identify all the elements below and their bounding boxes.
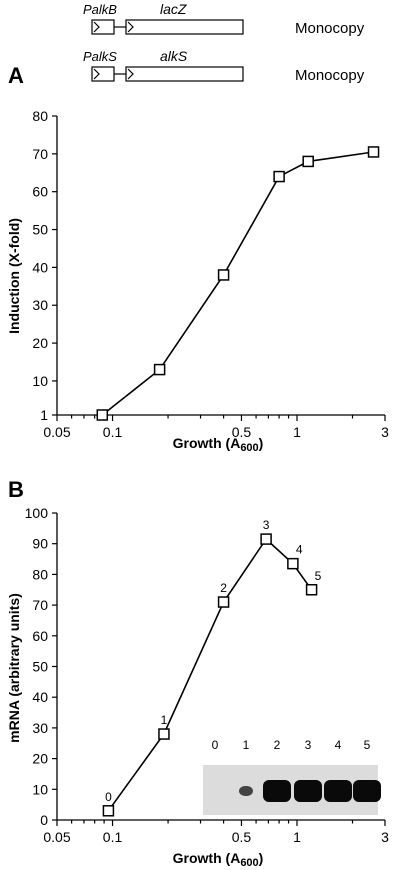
y-tick-label: 20 — [32, 751, 48, 767]
promoter-label-palkb: PalkB — [83, 2, 117, 17]
promoter-label-palks: PalkS — [83, 49, 117, 64]
lane-label: 3 — [305, 738, 312, 752]
lane-label: 0 — [212, 738, 219, 752]
y-tick-label: 60 — [32, 628, 48, 644]
promoter-box — [91, 19, 115, 35]
x-axis-label-close: ) — [259, 435, 264, 451]
y-tick-label: 70 — [32, 146, 48, 162]
panel-a: A Induction (X-fold) Growth (A600) 1 10 20… — [6, 63, 389, 454]
data-point — [217, 596, 230, 608]
x-axis-label: Growth (A600) — [173, 850, 264, 869]
data-point — [305, 584, 318, 596]
y-tick-label: 50 — [32, 659, 48, 675]
data-point — [367, 146, 380, 158]
y-tick-label: 50 — [32, 222, 48, 238]
y-tick-label: 30 — [32, 297, 48, 313]
y-tick-label: 80 — [32, 108, 48, 124]
series-line — [101, 151, 374, 416]
data-point — [102, 805, 115, 817]
construct-palks-alks: PalkS alkS Monocopy — [83, 48, 365, 84]
y-tick-label: 40 — [32, 689, 48, 705]
blot-band — [324, 780, 352, 802]
panel-b: B mRNA (arbitrary units) Growth (A600) 0… — [6, 477, 389, 869]
gene-arrow-icon — [127, 21, 134, 33]
blot-band — [294, 780, 322, 802]
point-label: 0 — [105, 790, 112, 804]
y-tick-label: 40 — [32, 259, 48, 275]
blot-band — [353, 780, 381, 802]
point-label: 2 — [220, 581, 227, 595]
y-tick-label: 0 — [40, 812, 48, 828]
gene-arrow-icon — [127, 68, 134, 80]
data-point — [302, 155, 314, 168]
y-tick-label: 90 — [32, 536, 48, 552]
y-tick-label: 70 — [32, 597, 48, 613]
gene-label-alks: alkS — [160, 48, 188, 64]
blot-band — [263, 780, 291, 802]
x-tick-label: 1 — [293, 829, 301, 845]
y-axis-label: mRNA (arbitrary units) — [6, 593, 22, 743]
lane-label: 5 — [364, 738, 371, 752]
gene-label-lacz: lacZ — [160, 1, 187, 17]
point-label: 3 — [263, 518, 270, 532]
y-axis-label: Induction (X-fold) — [6, 218, 22, 334]
point-label: 5 — [315, 569, 322, 583]
lane-label: 1 — [243, 738, 250, 752]
y-tick-label: 100 — [25, 505, 49, 521]
data-point — [96, 409, 109, 421]
x-axis-label-text: Growth (A — [173, 850, 241, 866]
data-point — [217, 269, 230, 281]
copy-label: Monocopy — [295, 67, 365, 84]
construct-palkb-lacz: PalkB lacZ Monocopy — [83, 1, 365, 37]
x-tick-label: 0.1 — [103, 829, 123, 845]
x-axis-label-subscript: 600 — [240, 857, 258, 869]
x-tick-label: 0.1 — [103, 424, 123, 440]
x-tick-label: 3 — [381, 424, 389, 440]
lane-label: 2 — [274, 738, 281, 752]
promoter-arrow-icon — [93, 21, 100, 33]
x-tick-label: 0.5 — [232, 829, 252, 845]
y-tick-label: 30 — [32, 720, 48, 736]
panel-label-a: A — [8, 63, 24, 88]
point-label: 4 — [296, 543, 303, 557]
data-point — [153, 363, 166, 376]
x-axis-label: Growth (A600) — [173, 435, 264, 454]
y-tick-label: 10 — [32, 373, 48, 389]
point-label: 1 — [161, 713, 168, 727]
data-point — [287, 557, 299, 570]
copy-label: Monocopy — [295, 20, 365, 37]
gene-box — [125, 19, 244, 35]
promoter-arrow-icon — [93, 68, 100, 80]
x-tick-label: 1 — [293, 424, 301, 440]
panel-label-b: B — [8, 477, 24, 502]
x-axis-label-close: ) — [259, 850, 264, 866]
lane-label: 4 — [335, 738, 342, 752]
data-point — [158, 728, 170, 740]
x-tick-label: 3 — [381, 829, 389, 845]
blot-band — [239, 786, 253, 796]
northern-blot-inset: 0 1 2 3 4 5 — [203, 738, 381, 815]
data-point — [273, 170, 285, 183]
x-tick-label: 0.5 — [232, 424, 252, 440]
x-axis-label-text: Growth (A — [173, 435, 241, 451]
y-tick-label: 60 — [32, 184, 48, 200]
data-point — [260, 533, 272, 545]
x-tick-label: 0.05 — [43, 424, 70, 440]
gene-box — [125, 66, 244, 82]
y-tick-label: 10 — [32, 781, 48, 797]
y-tick-label: 80 — [32, 566, 48, 582]
y-tick-label: 20 — [32, 335, 48, 351]
x-tick-label: 0.05 — [43, 829, 70, 845]
y-tick-label: 1 — [40, 407, 48, 423]
promoter-box — [91, 66, 115, 82]
x-axis-label-subscript: 600 — [240, 442, 258, 454]
